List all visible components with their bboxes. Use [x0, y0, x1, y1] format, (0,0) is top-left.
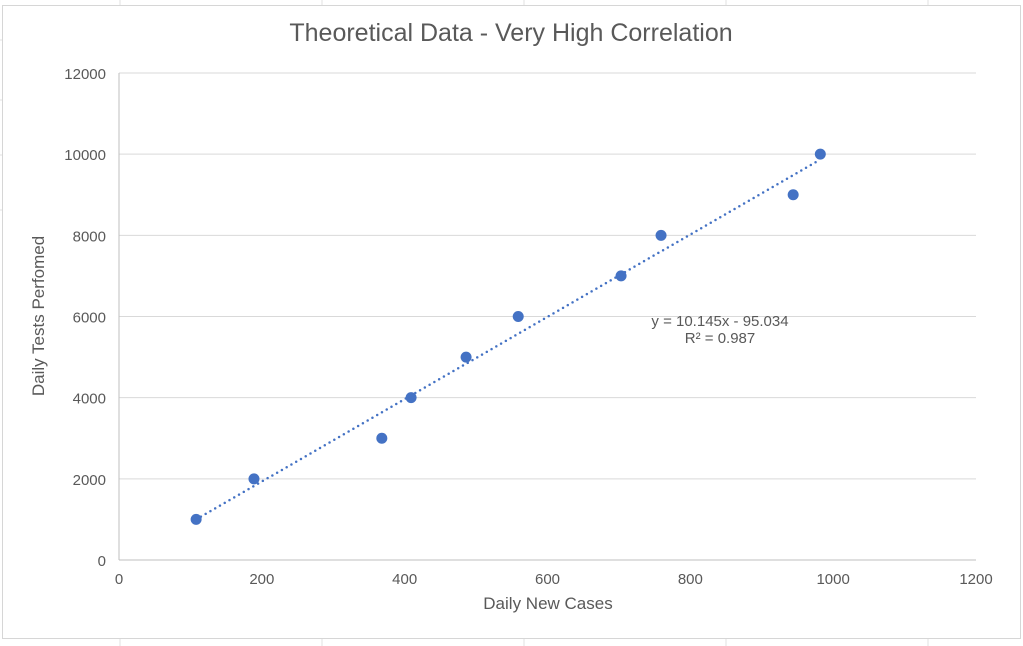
trendline	[194, 158, 822, 521]
chart-container[interactable]	[2, 5, 1021, 639]
x-tick-label: 200	[249, 571, 274, 588]
y-tick-label: 4000	[73, 391, 106, 408]
data-point	[405, 392, 417, 404]
y-axis-label: Daily Tests Perfomed	[29, 236, 48, 396]
data-point	[248, 473, 260, 485]
chart-title: Theoretical Data - Very High Correlation	[289, 19, 732, 47]
y-tick-label: 2000	[73, 472, 106, 489]
data-point	[615, 270, 627, 282]
x-axis-label: Daily New Cases	[483, 594, 612, 613]
data-point	[787, 189, 799, 201]
data-point	[190, 513, 202, 525]
x-tick-label: 1200	[959, 571, 992, 588]
data-point	[814, 148, 826, 160]
x-tick-label: 600	[535, 571, 560, 588]
y-tick-label: 6000	[73, 310, 106, 327]
x-tick-label: 0	[115, 571, 123, 588]
data-point	[376, 432, 388, 444]
y-tick-label: 0	[98, 553, 106, 570]
trendline-equation: y = 10.145x - 95.034	[651, 313, 788, 330]
x-tick-label: 800	[678, 571, 703, 588]
data-point	[460, 351, 472, 363]
y-tick-label: 8000	[73, 228, 106, 245]
trendline-r-squared: R² = 0.987	[685, 330, 755, 347]
data-point	[512, 311, 524, 322]
y-tick-label: 10000	[64, 147, 106, 164]
data-point	[655, 229, 667, 241]
x-tick-label: 400	[392, 571, 417, 588]
y-tick-label: 12000	[64, 66, 106, 83]
x-tick-label: 1000	[816, 571, 849, 588]
